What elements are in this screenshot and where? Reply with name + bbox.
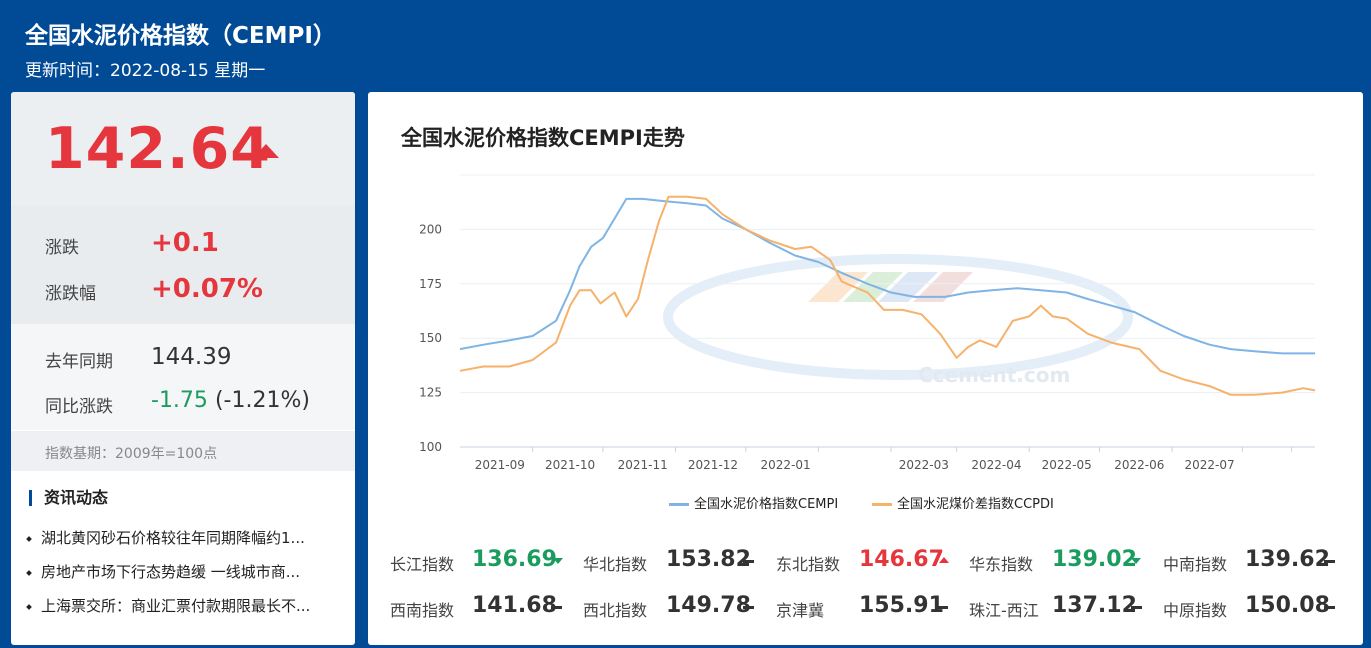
y-tick-label: 100 [419,440,442,454]
x-tick-label: 2021-09 [475,458,525,472]
flat-dash-icon [1131,606,1142,609]
news-item-text[interactable]: 湖北黄冈砂石价格较往年同期降幅约1... [41,529,305,547]
legend-label: 全国水泥煤价差指数CCPDI [897,497,1054,512]
current-index-value: 142.64 [45,116,271,182]
news-title: 资讯动态 [29,490,108,506]
base-note: 指数基期：2009年=100点 [45,446,218,462]
yoy-pct: (-1.21%) [214,388,310,413]
y-tick-label: 175 [419,277,442,291]
region-value: 153.82 [666,547,751,572]
x-tick-label: 2021-12 [688,458,738,472]
chart-panel: 全国水泥价格指数CEMPI走势 Ccement.com 100 125 150 175… [368,92,1363,645]
watermark-logo: Ccement.com [663,254,1133,387]
region-name[interactable]: 东北指数 [776,555,841,574]
flat-dash-icon [743,560,754,563]
region-value: 139.62 [1245,547,1330,572]
up-arrow-icon [939,557,949,563]
page-header: 全国水泥价格指数（CEMPI） 更新时间：2022-08-15 星期一 [0,0,1371,90]
chart-title: 全国水泥价格指数CEMPI走势 [401,126,685,150]
yoy-box: 去年同期 144.39 同比涨跌 -1.75 (-1.21%) [11,324,355,430]
change-pct-value: +0.07% [151,274,263,304]
legend-item-cempi[interactable]: 全国水泥价格指数CEMPI [669,493,838,512]
yoy-change: -1.75 (-1.21%) [151,388,310,413]
flat-dash-icon [1324,606,1335,609]
last-year-value: 144.39 [151,344,232,370]
up-arrow-icon [253,144,279,158]
legend-label: 全国水泥价格指数CEMPI [694,497,839,512]
x-tick-label: 2022-01 [761,458,811,472]
last-year-label: 去年同期 [45,352,113,372]
legend-item-ccpdi[interactable]: 全国水泥煤价差指数CCPDI [872,493,1054,512]
flat-dash-icon [1324,560,1335,563]
summary-panel: 142.64 涨跌 +0.1 涨跌幅 +0.07% 去年同期 144.39 同比… [11,92,355,645]
x-tick-label: 2021-11 [618,458,668,472]
svg-text:Ccement.com: Ccement.com [918,363,1070,387]
series-line-cempi [459,197,1315,355]
series-line-ccpdi [459,195,1316,396]
news-item-text[interactable]: 房地产市场下行态势趋缓 一线城市商... [41,563,301,581]
news-item[interactable]: 房地产市场下行态势趋缓 一线城市商... [26,561,301,582]
page-title: 全国水泥价格指数（CEMPI） [25,23,336,49]
bullet-icon [26,603,32,610]
region-name[interactable]: 中南指数 [1163,555,1228,574]
flat-dash-icon [551,606,562,609]
region-value: 146.67 [859,547,944,572]
region-name[interactable]: 京津冀 [776,601,825,620]
change-label: 涨跌 [45,238,79,258]
region-name[interactable]: 珠江-西江 [969,601,1039,620]
region-name[interactable]: 长江指数 [390,555,455,574]
down-arrow-icon [553,558,563,564]
region-value: 139.02 [1052,547,1137,572]
flat-dash-icon [743,606,754,609]
region-name[interactable]: 中原指数 [1163,601,1228,620]
region-value: 155.91 [859,593,944,618]
region-name[interactable]: 华东指数 [969,555,1034,574]
y-axis: 100 125 150 175 200 [419,222,442,454]
chart-grid [460,174,1315,448]
y-tick-label: 125 [419,386,442,400]
yoy-label: 同比涨跌 [45,397,113,417]
y-tick-label: 200 [419,222,442,236]
legend-swatch [669,503,689,506]
change-value: +0.1 [151,228,219,258]
change-pct-label: 涨跌幅 [45,284,96,304]
legend-swatch [872,503,892,506]
change-box: 涨跌 +0.1 涨跌幅 +0.07% [11,206,355,324]
bullet-icon [26,535,32,542]
flat-dash-icon [937,606,948,609]
price-box: 142.64 [11,92,355,206]
update-time: 更新时间：2022-08-15 星期一 [25,61,266,81]
region-value: 150.08 [1245,593,1330,618]
region-value: 137.12 [1052,593,1137,618]
news-item[interactable]: 上海票交所：商业汇票付款期限最长不... [26,595,311,616]
down-arrow-icon [1131,558,1141,564]
region-value: 149.78 [666,593,751,618]
yoy-value: -1.75 [151,388,208,413]
y-tick-label: 150 [419,331,442,345]
x-tick-label: 2021-10 [545,458,595,472]
x-tick-label: 2022-04 [971,458,1021,472]
x-axis: 2021-09 2021-10 2021-11 2021-12 2022-01 2022-… [475,447,1293,472]
news-item[interactable]: 湖北黄冈砂石价格较往年同期降幅约1... [26,527,305,548]
bullet-icon [26,569,32,576]
x-tick-label: 2022-03 [899,458,949,472]
news-item-text[interactable]: 上海票交所：商业汇票付款期限最长不... [41,597,311,615]
region-name[interactable]: 西北指数 [583,601,648,620]
region-value: 136.69 [472,547,557,572]
x-tick-label: 2022-07 [1185,458,1235,472]
x-tick-label: 2022-06 [1114,458,1164,472]
base-note-box: 指数基期：2009年=100点 [11,431,355,471]
x-tick-label: 2022-05 [1042,458,1092,472]
region-value: 141.68 [472,593,557,618]
region-name[interactable]: 华北指数 [583,555,648,574]
chart-series [459,195,1316,396]
region-name[interactable]: 西南指数 [390,601,455,620]
